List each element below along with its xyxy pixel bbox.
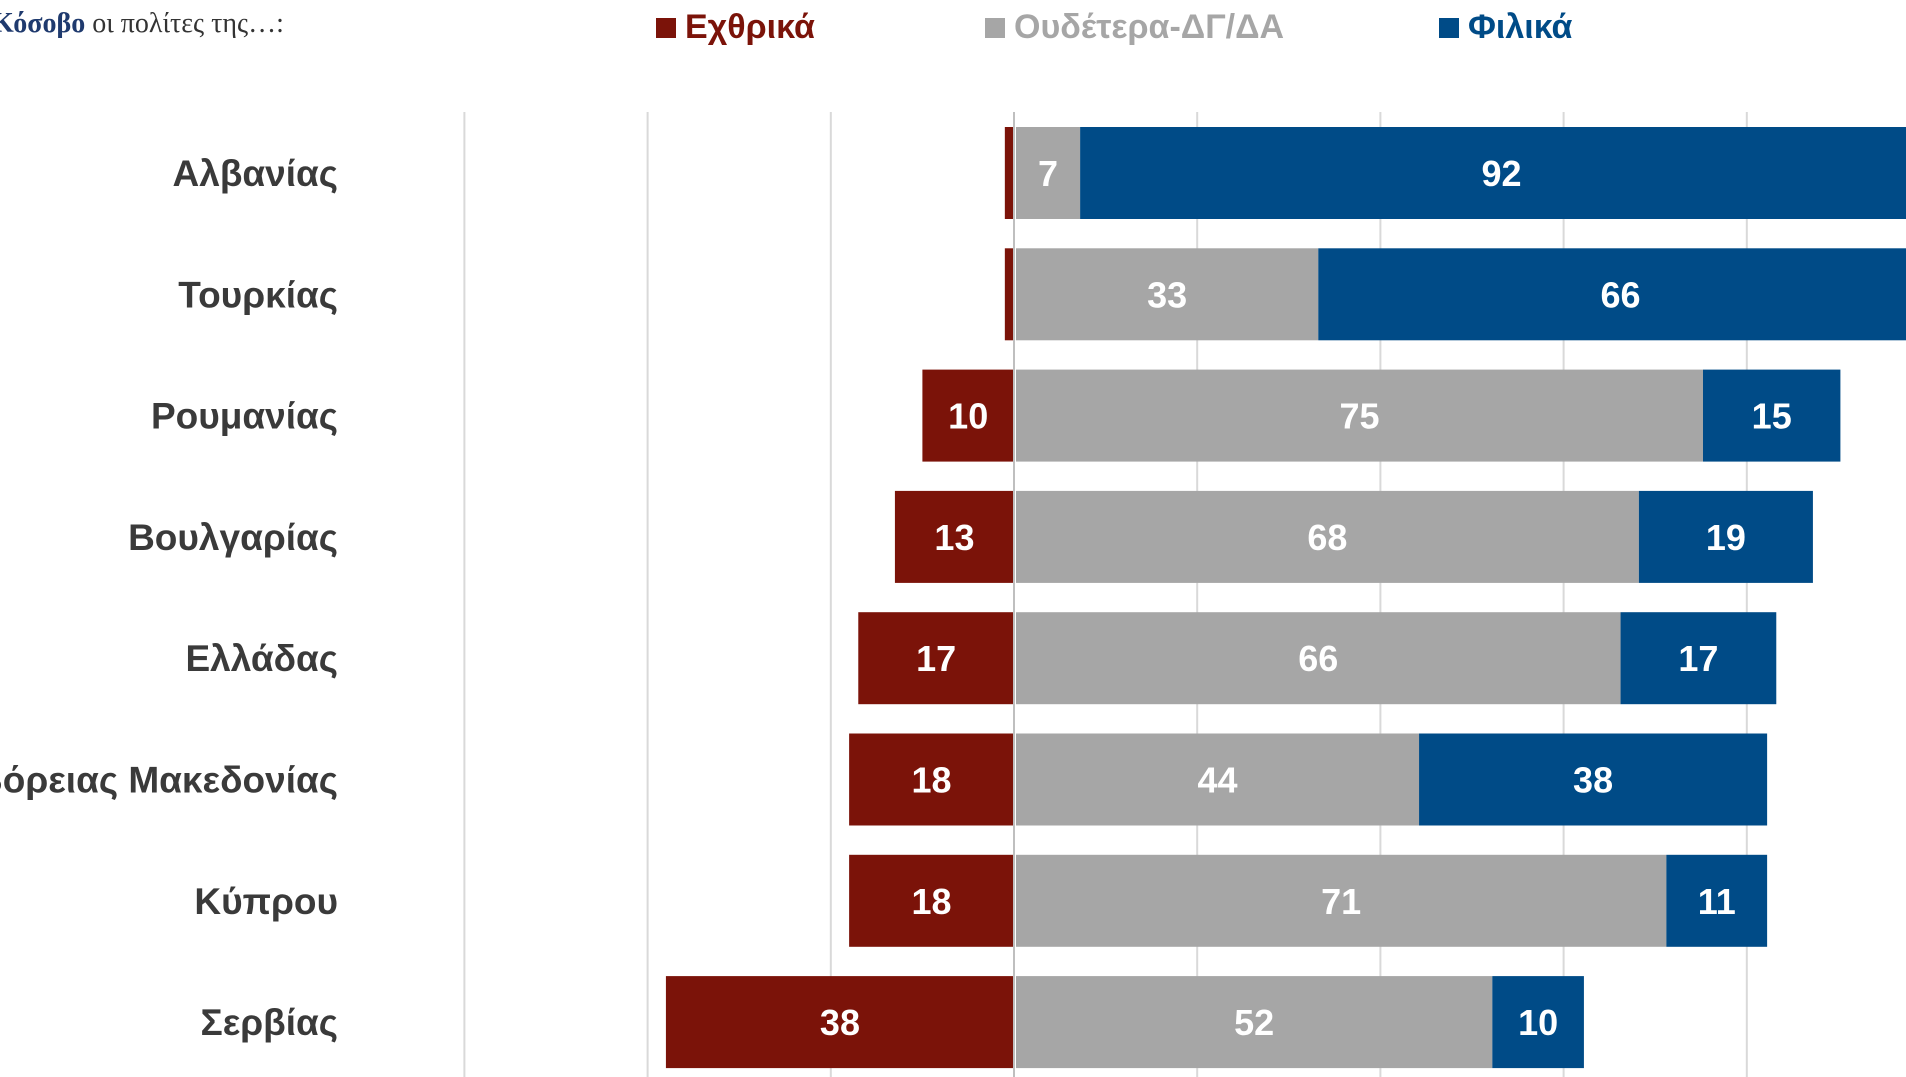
data-label-neutral: 68 xyxy=(1307,517,1347,558)
data-label-friendly: 11 xyxy=(1698,881,1736,922)
data-label-neutral: 33 xyxy=(1147,274,1187,315)
category-label: Τουρκίας xyxy=(178,274,338,315)
legend-swatch-hostile xyxy=(656,17,676,38)
data-label-neutral: 66 xyxy=(1298,638,1338,679)
bar-friendly xyxy=(1620,612,1777,705)
category-label: Σερβίας xyxy=(200,1002,338,1043)
data-label-hostile: 17 xyxy=(916,638,956,679)
bar-hostile xyxy=(849,854,1014,947)
bar-friendly xyxy=(1666,854,1768,947)
bar-hostile xyxy=(849,733,1014,826)
bar-hostile xyxy=(858,612,1014,705)
bar-friendly xyxy=(1638,490,1813,583)
legend-swatch-friendly xyxy=(1439,17,1459,38)
data-label-friendly: 15 xyxy=(1752,396,1792,437)
data-label-hostile: 18 xyxy=(912,881,952,922)
data-label-neutral: 75 xyxy=(1339,396,1379,437)
data-label-friendly: 17 xyxy=(1678,638,1718,679)
data-label-neutral: 44 xyxy=(1197,760,1237,801)
data-label-hostile: 18 xyxy=(912,760,952,801)
legend: Εχθρικά Ουδέτερα-ΔΓ/ΔΑ Φιλικά xyxy=(0,8,1906,52)
bar-neutral xyxy=(1016,854,1667,947)
bar-neutral xyxy=(1016,127,1081,219)
legend-swatch-neutral xyxy=(985,17,1005,38)
bar-hostile xyxy=(894,490,1014,583)
bar-neutral xyxy=(1016,248,1319,341)
bar-neutral xyxy=(1016,490,1639,583)
data-label-hostile: 10 xyxy=(948,396,988,437)
data-label-friendly: 66 xyxy=(1601,274,1641,315)
legend-item-neutral: Ουδέτερα-ΔΓ/ΔΑ xyxy=(985,8,1284,47)
data-label-hostile: 38 xyxy=(820,1002,860,1043)
data-label-neutral: 52 xyxy=(1234,1002,1274,1043)
bar-friendly xyxy=(1703,369,1841,462)
chart-subtitle: Κόσοβο οι πολίτες της…: xyxy=(0,8,284,40)
category-label: Ελλάδας xyxy=(185,638,338,679)
bar-friendly xyxy=(1419,733,1768,826)
bar-friendly xyxy=(1492,976,1584,1069)
category-label: Αλβανίας xyxy=(173,153,338,194)
bar-hostile xyxy=(922,369,1014,462)
subtitle-bold: Κόσοβο xyxy=(0,8,86,39)
legend-label-hostile: Εχθρικά xyxy=(685,8,815,46)
legend-label-neutral: Ουδέτερα-ΔΓ/ΔΑ xyxy=(1014,8,1285,46)
data-label-hostile: 13 xyxy=(934,517,974,558)
data-label-friendly: 92 xyxy=(1481,153,1521,194)
category-label: Ρουμανίας xyxy=(151,396,338,437)
category-label: Βόρειας Μακεδονίας xyxy=(0,760,338,801)
data-label-neutral: 71 xyxy=(1321,881,1361,922)
legend-label-friendly: Φιλικά xyxy=(1468,8,1573,46)
bar-neutral xyxy=(1016,612,1621,705)
bar-neutral xyxy=(1016,733,1420,826)
category-label: Κύπρου xyxy=(194,881,338,922)
bar-hostile xyxy=(665,976,1014,1069)
data-label-friendly: 38 xyxy=(1573,760,1613,801)
data-label-friendly: 19 xyxy=(1706,517,1746,558)
data-label-friendly: 10 xyxy=(1518,1002,1558,1043)
bar-hostile xyxy=(1004,248,1014,341)
bar-neutral xyxy=(1016,369,1703,462)
bar-neutral xyxy=(1016,976,1493,1069)
subtitle-rest: οι πολίτες της…: xyxy=(85,8,284,39)
category-label: Βουλγαρίας xyxy=(128,517,338,558)
legend-item-hostile: Εχθρικά xyxy=(656,8,815,47)
bar-friendly xyxy=(1318,248,1906,341)
bar-hostile xyxy=(1004,127,1014,219)
bar-friendly xyxy=(1080,127,1906,219)
data-label-neutral: 7 xyxy=(1038,153,1058,194)
legend-item-friendly: Φιλικά xyxy=(1439,8,1572,47)
